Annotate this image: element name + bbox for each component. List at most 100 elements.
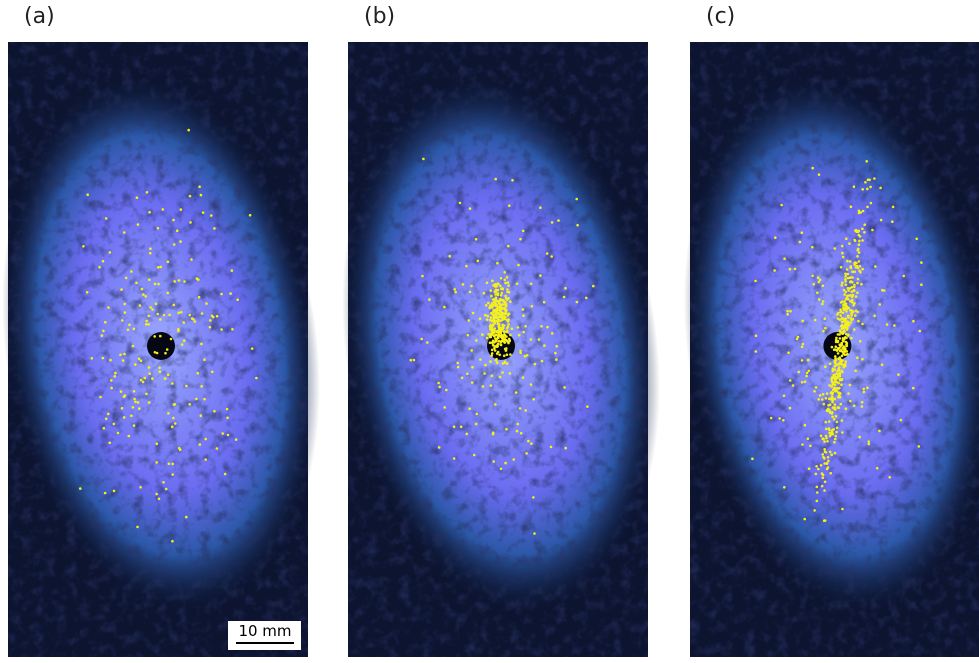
particle <box>494 316 498 319</box>
particle <box>837 387 841 390</box>
particle <box>123 311 127 314</box>
particle <box>844 321 848 325</box>
particle <box>817 298 821 301</box>
particle <box>210 214 213 217</box>
particle <box>123 394 127 397</box>
particle <box>481 385 485 388</box>
particle <box>501 318 504 322</box>
particle <box>861 267 864 271</box>
particle <box>821 398 824 401</box>
particle <box>501 371 504 374</box>
particle <box>878 303 882 306</box>
particle <box>171 382 174 385</box>
particle <box>85 291 89 294</box>
particle <box>537 338 541 341</box>
particle <box>532 398 535 401</box>
particle <box>110 386 113 390</box>
particle <box>846 298 850 301</box>
particle <box>754 279 757 283</box>
particle <box>844 298 848 301</box>
particle <box>472 453 476 457</box>
particle <box>193 320 197 323</box>
particle <box>179 310 183 314</box>
particle <box>832 388 835 392</box>
particle <box>162 313 166 317</box>
particle <box>153 351 157 354</box>
particle <box>838 337 842 340</box>
particle <box>891 220 894 223</box>
particle <box>852 404 856 408</box>
particle <box>846 259 849 263</box>
particle <box>815 485 819 489</box>
particle <box>507 244 510 248</box>
particle <box>859 270 862 274</box>
particle <box>128 323 131 327</box>
particle <box>494 403 497 406</box>
particle <box>177 311 180 315</box>
particle <box>821 300 825 303</box>
particle <box>107 412 110 416</box>
particle <box>497 323 501 326</box>
particle <box>855 261 858 265</box>
particle <box>524 325 527 328</box>
particle <box>497 336 500 340</box>
particle <box>484 363 487 367</box>
particle <box>452 457 456 460</box>
particle <box>858 235 862 238</box>
particle <box>155 492 158 496</box>
particle <box>848 383 852 387</box>
particle <box>824 420 827 424</box>
particle <box>834 338 838 342</box>
particle <box>807 467 811 471</box>
particle <box>112 422 116 426</box>
particle <box>836 406 840 409</box>
particle <box>841 255 845 259</box>
particle <box>774 236 777 239</box>
particle <box>255 376 258 380</box>
particle <box>139 378 143 382</box>
particle <box>493 298 496 301</box>
particle <box>878 429 881 433</box>
particle <box>161 208 165 211</box>
particle <box>834 434 837 438</box>
particle <box>891 205 895 209</box>
particle <box>844 275 847 278</box>
particle <box>836 369 839 373</box>
particle <box>814 472 818 476</box>
particle <box>485 281 489 285</box>
particle <box>116 431 120 435</box>
particle <box>467 319 471 322</box>
particle <box>863 231 866 234</box>
particle <box>834 387 838 390</box>
particle <box>920 283 923 287</box>
particle <box>554 351 557 355</box>
particle <box>101 356 105 360</box>
particle <box>854 314 857 317</box>
particle <box>853 270 856 274</box>
particle <box>145 191 149 194</box>
particle <box>493 341 496 344</box>
particle <box>482 291 486 295</box>
particle <box>856 230 860 234</box>
particle <box>542 300 546 304</box>
particle <box>123 352 126 356</box>
particle <box>820 484 824 488</box>
particle <box>508 372 512 375</box>
particle <box>539 274 542 277</box>
particle <box>502 330 506 334</box>
particle <box>437 381 440 385</box>
particle <box>208 325 212 329</box>
particle <box>123 231 126 234</box>
particle <box>846 286 850 290</box>
particle <box>837 357 840 361</box>
particle <box>832 418 836 421</box>
particle <box>201 211 205 214</box>
particle <box>512 458 515 461</box>
particle <box>835 430 838 434</box>
particle <box>475 412 479 416</box>
particle <box>209 319 212 322</box>
particle <box>198 443 202 446</box>
particle <box>803 380 807 384</box>
particle <box>807 369 811 373</box>
particle <box>100 334 104 337</box>
